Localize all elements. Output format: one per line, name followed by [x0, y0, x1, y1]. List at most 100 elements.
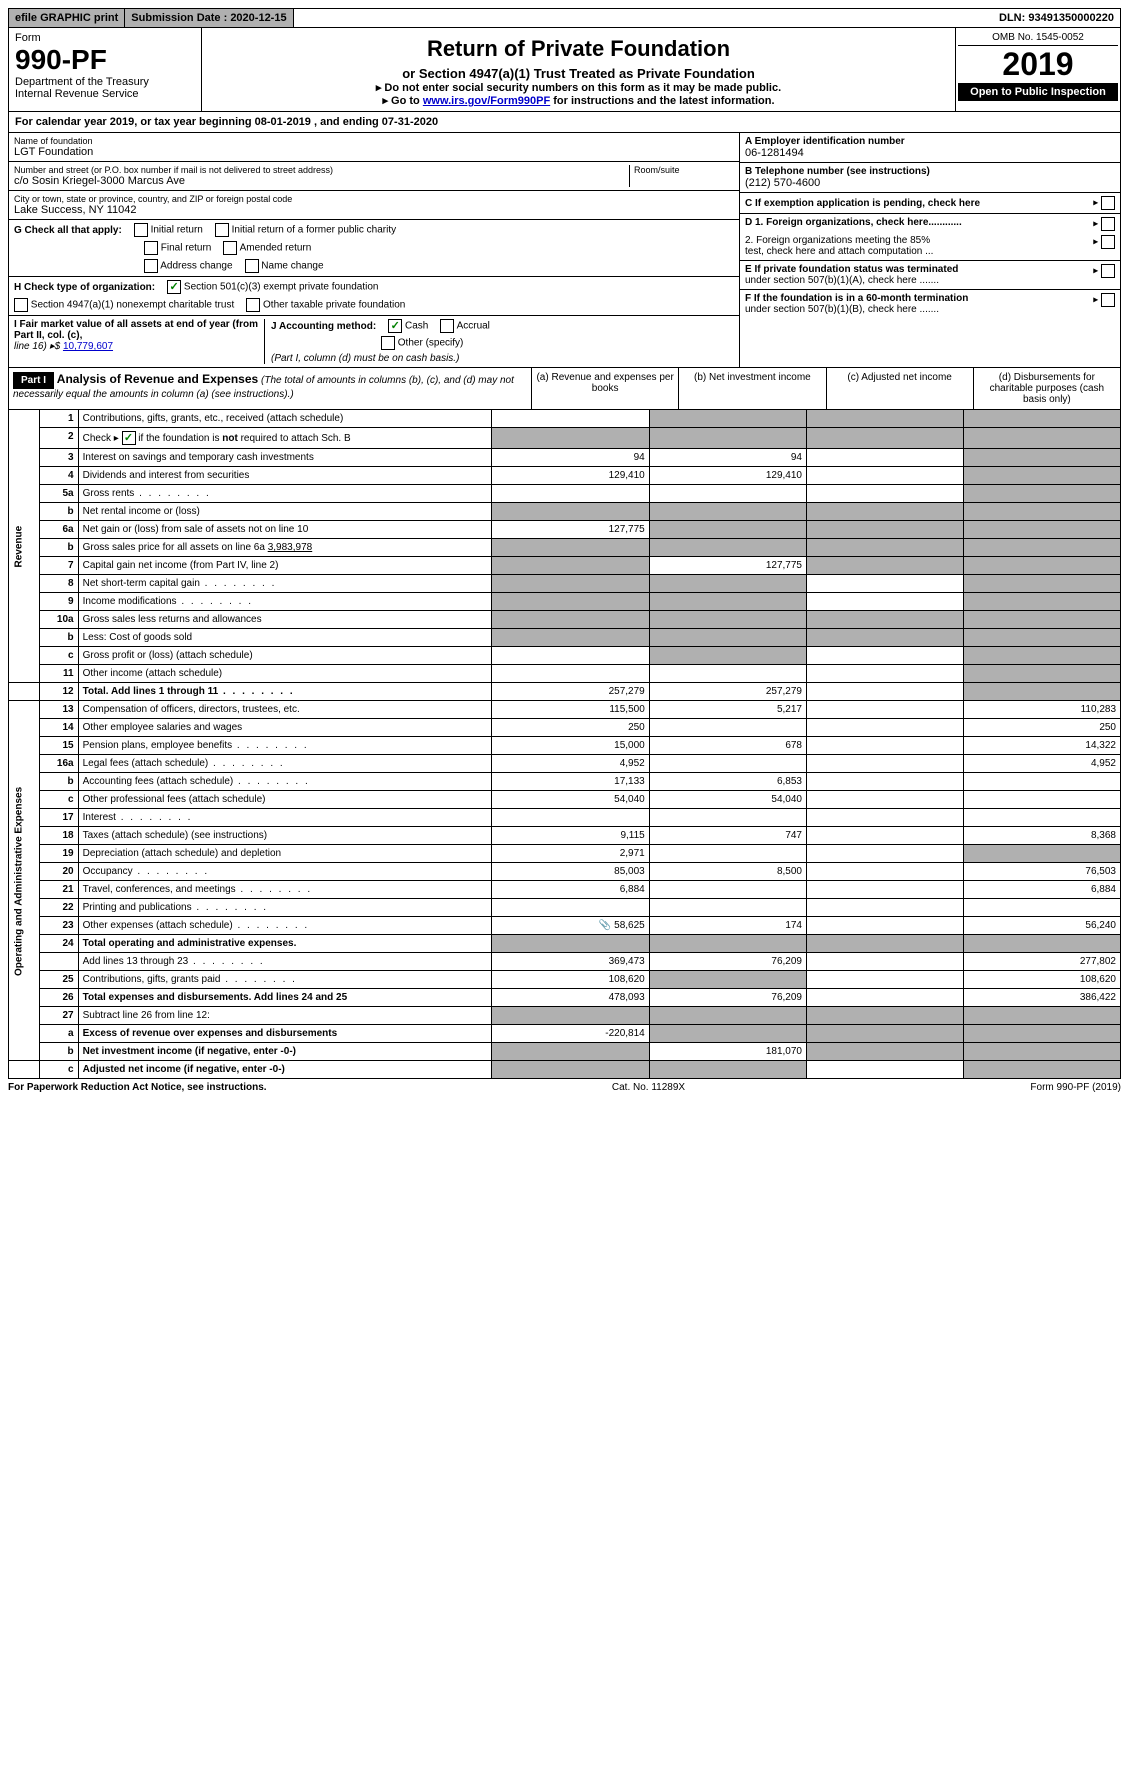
r14-d2: 250 — [963, 719, 1120, 737]
r10b-n: b — [39, 629, 78, 647]
r27b-b: 181,070 — [649, 1043, 806, 1061]
check-4947[interactable] — [14, 298, 28, 312]
irs-link[interactable]: www.irs.gov/Form990PF — [423, 95, 550, 107]
r20-b: 8,500 — [649, 863, 806, 881]
r25-a: 108,620 — [492, 971, 649, 989]
form-number: 990-PF — [15, 44, 195, 76]
r2-n: 2 — [39, 428, 78, 449]
col-c-head: (c) Adjusted net income — [827, 368, 974, 409]
r26-a: 478,093 — [492, 989, 649, 1007]
omb-number: OMB No. 1545-0052 — [958, 30, 1118, 46]
col-d-head: (d) Disbursements for charitable purpose… — [974, 368, 1120, 409]
opt-amended: Amended return — [240, 243, 312, 254]
r5a-d: Gross rents — [78, 485, 492, 503]
city-state-zip: Lake Success, NY 11042 — [14, 204, 734, 216]
attachment-icon[interactable]: 📎 — [599, 920, 611, 931]
check-other-method[interactable] — [381, 336, 395, 350]
r24-d: Total operating and administrative expen… — [78, 935, 492, 953]
check-amended[interactable] — [223, 241, 237, 255]
r20-d: Occupancy — [78, 863, 492, 881]
r18-b: 747 — [649, 827, 806, 845]
efile-print-button[interactable]: efile GRAPHIC print — [9, 9, 125, 27]
r11-d: Other income (attach schedule) — [78, 665, 492, 683]
r16b-d: Accounting fees (attach schedule) — [78, 773, 492, 791]
top-bar: efile GRAPHIC print Submission Date : 20… — [8, 8, 1121, 28]
r10c-d: Gross profit or (loss) (attach schedule) — [78, 647, 492, 665]
part1-label: Part I — [13, 372, 54, 389]
r18-d2: 8,368 — [963, 827, 1120, 845]
r27a-a: -220,814 — [492, 1025, 649, 1043]
r16c-b: 54,040 — [649, 791, 806, 809]
check-c[interactable] — [1101, 196, 1115, 210]
check-address-change[interactable] — [144, 259, 158, 273]
r4-a: 129,410 — [492, 467, 649, 485]
r23-b: 174 — [649, 917, 806, 935]
check-d1[interactable] — [1101, 217, 1115, 231]
r7-d: Capital gain net income (from Part IV, l… — [78, 557, 492, 575]
r21-a: 6,884 — [492, 881, 649, 899]
check-initial-former[interactable] — [215, 223, 229, 237]
check-cash[interactable]: ✓ — [388, 319, 402, 333]
r3-b: 94 — [649, 449, 806, 467]
open-public: Open to Public Inspection — [958, 83, 1118, 101]
page-footer: For Paperwork Reduction Act Notice, see … — [8, 1079, 1121, 1096]
check-other-taxable[interactable] — [246, 298, 260, 312]
check-schb[interactable]: ✓ — [122, 431, 136, 445]
r27a-n: a — [39, 1025, 78, 1043]
fmv-value[interactable]: 10,779,607 — [63, 341, 113, 352]
r16a-n: 16a — [39, 755, 78, 773]
r3-d: Interest on savings and temporary cash i… — [78, 449, 492, 467]
j-label: J Accounting method: — [271, 321, 376, 332]
r13-a: 115,500 — [492, 701, 649, 719]
r14-n: 14 — [39, 719, 78, 737]
opt-501c3: Section 501(c)(3) exempt private foundat… — [184, 282, 379, 293]
r16c-d: Other professional fees (attach schedule… — [78, 791, 492, 809]
check-d2[interactable] — [1101, 235, 1115, 249]
r27-n: 27 — [39, 1007, 78, 1025]
check-name-change[interactable] — [245, 259, 259, 273]
check-e[interactable] — [1101, 264, 1115, 278]
f1: F If the foundation is in a 60-month ter… — [745, 293, 968, 304]
r21-d: Travel, conferences, and meetings — [78, 881, 492, 899]
r20-d2: 76,503 — [963, 863, 1120, 881]
r24b-d2: 277,802 — [963, 953, 1120, 971]
r12-a: 257,279 — [492, 683, 649, 701]
r26-n: 26 — [39, 989, 78, 1007]
r23-d: Other expenses (attach schedule) — [78, 917, 492, 935]
r13-n: 13 — [39, 701, 78, 719]
r10c-n: c — [39, 647, 78, 665]
e2: under section 507(b)(1)(A), check here .… — [745, 275, 939, 286]
opt-former: Initial return of a former public charit… — [232, 225, 397, 236]
r1-n: 1 — [39, 410, 78, 428]
check-accrual[interactable] — [440, 319, 454, 333]
opt-accrual: Accrual — [457, 321, 490, 332]
r11-n: 11 — [39, 665, 78, 683]
revenue-label: Revenue — [9, 410, 40, 683]
r27-d: Subtract line 26 from line 12: — [78, 1007, 492, 1025]
r12-d: Total. Add lines 1 through 11 — [78, 683, 492, 701]
r16c-a: 54,040 — [492, 791, 649, 809]
r23-d2: 56,240 — [963, 917, 1120, 935]
r16b-a: 17,133 — [492, 773, 649, 791]
opt-final: Final return — [161, 243, 212, 254]
c-label: C If exemption application is pending, c… — [745, 198, 980, 209]
opt-name-change: Name change — [261, 261, 323, 272]
r17-d: Interest — [78, 809, 492, 827]
check-initial-return[interactable] — [134, 223, 148, 237]
r25-n: 25 — [39, 971, 78, 989]
check-501c3[interactable]: ✓ — [167, 280, 181, 294]
r9-n: 9 — [39, 593, 78, 611]
tax-year: 2019 — [958, 46, 1118, 83]
r5b-n: b — [39, 503, 78, 521]
r3-n: 3 — [39, 449, 78, 467]
r6a-d: Net gain or (loss) from sale of assets n… — [78, 521, 492, 539]
r23-n: 23 — [39, 917, 78, 935]
opt-initial: Initial return — [151, 225, 203, 236]
e1: E If private foundation status was termi… — [745, 264, 958, 275]
check-final[interactable] — [144, 241, 158, 255]
r15-b: 678 — [649, 737, 806, 755]
r12-n: 12 — [39, 683, 78, 701]
r8-d: Net short-term capital gain — [78, 575, 492, 593]
h-label: H Check type of organization: — [14, 282, 155, 293]
check-f[interactable] — [1101, 293, 1115, 307]
